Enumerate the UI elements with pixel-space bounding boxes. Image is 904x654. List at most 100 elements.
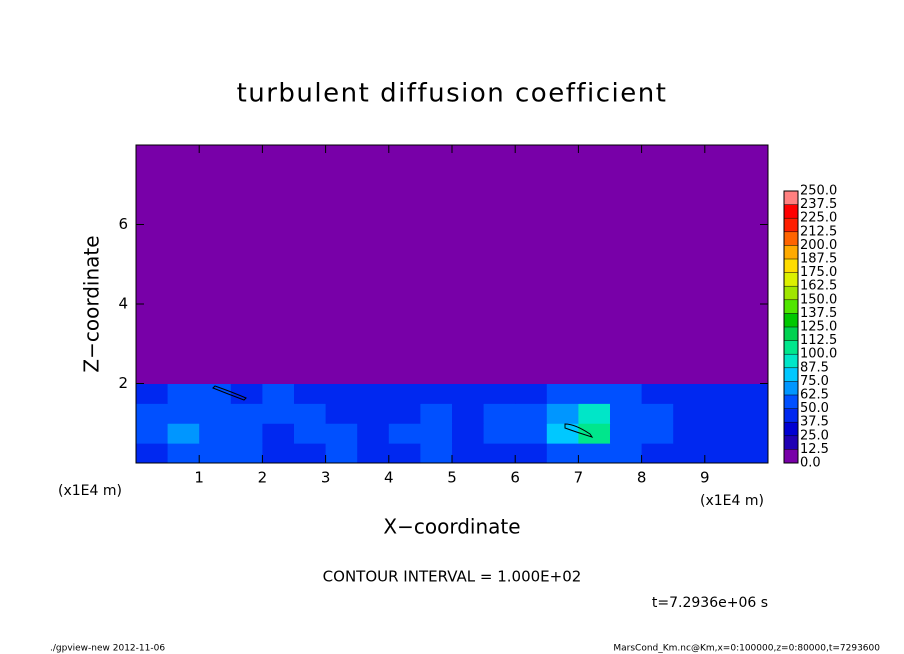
colorbar-label: 187.5 (800, 252, 837, 267)
colorbar-label: 62.5 (800, 388, 829, 403)
cell (578, 443, 611, 464)
colorbar-label: 25.0 (800, 428, 829, 443)
colorbar-label: 212.5 (800, 224, 837, 239)
cell (230, 145, 263, 384)
cell (325, 145, 358, 384)
cell (167, 443, 200, 464)
cell (167, 423, 200, 444)
x-tick-label: 6 (510, 469, 520, 487)
cell (704, 145, 737, 384)
colorbar-label: 237.5 (800, 197, 837, 212)
cell (199, 403, 232, 424)
cell (704, 383, 737, 404)
cell (136, 145, 169, 384)
cell (294, 403, 327, 424)
colorbar-band (784, 408, 798, 423)
colorbar-label: 125.0 (800, 320, 837, 335)
x-tick-label: 7 (574, 469, 584, 487)
cell (230, 443, 263, 464)
cell (230, 403, 263, 424)
cell (515, 403, 548, 424)
x-tick-label: 8 (637, 469, 647, 487)
cell (673, 423, 706, 444)
cell (357, 383, 390, 404)
cell (546, 383, 579, 404)
time-note: t=7.2936e+06 s (652, 595, 768, 611)
x-tick-label: 3 (321, 469, 331, 487)
cell (420, 423, 453, 444)
colorbar-label: 100.0 (800, 347, 837, 362)
cell (673, 383, 706, 404)
colorbar-label: 150.0 (800, 292, 837, 307)
cell (610, 383, 643, 404)
colorbar-band (784, 354, 798, 368)
y-axis-label: Z−coordinate (80, 235, 104, 372)
cell (546, 423, 579, 444)
cell (736, 423, 769, 444)
cell (420, 145, 453, 384)
cell (515, 383, 548, 404)
cell (136, 423, 169, 444)
cell (610, 443, 643, 464)
cell (452, 383, 485, 404)
cell (546, 145, 579, 384)
cell (515, 443, 548, 464)
footer-right: MarsCond_Km.nc@Km,x=0:100000,z=0:80000,t… (613, 644, 880, 654)
cell (641, 403, 674, 424)
cell (641, 145, 674, 384)
cell (136, 383, 169, 404)
colorbar-band (784, 435, 798, 450)
y-tick-label: 2 (118, 374, 128, 392)
cell (262, 383, 295, 404)
cell (325, 383, 358, 404)
cell (483, 383, 516, 404)
cell (325, 443, 358, 464)
colorbar-band (784, 340, 798, 355)
colorbar-band (784, 231, 798, 246)
cell (736, 443, 769, 464)
colorbar-band (784, 367, 798, 382)
cell (294, 145, 327, 384)
cell (673, 443, 706, 464)
cell (420, 383, 453, 404)
cell (230, 423, 263, 444)
cell (388, 403, 421, 424)
cell (357, 403, 390, 424)
cell (294, 443, 327, 464)
colorbar-band (784, 218, 798, 232)
cell (357, 145, 390, 384)
colorbar-band (784, 204, 798, 219)
y-unit: (x1E4 m) (58, 483, 122, 499)
cell (483, 423, 516, 444)
colorbar-band (784, 381, 798, 395)
cell (262, 443, 295, 464)
cell (452, 423, 485, 444)
cell (673, 403, 706, 424)
colorbar-label: 162.5 (800, 279, 837, 294)
contour-line (212, 385, 247, 401)
cell (641, 423, 674, 444)
cell (325, 403, 358, 424)
cell (578, 145, 611, 384)
colorbar-band (784, 422, 798, 436)
cell (136, 443, 169, 464)
chart-title: turbulent diffusion coefficient (237, 79, 668, 109)
y-tick-label: 4 (118, 295, 128, 313)
cell (388, 383, 421, 404)
cell (357, 443, 390, 464)
footer-left: ./gpview-new 2012-11-06 (50, 644, 165, 654)
cell (420, 443, 453, 464)
cell (230, 383, 263, 404)
cell (452, 145, 485, 384)
colorbar-band (784, 259, 798, 273)
colorbar-label: 0.0 (800, 456, 821, 471)
cell (388, 423, 421, 444)
colorbar-label: 112.5 (800, 333, 837, 348)
cell (704, 403, 737, 424)
cell (262, 423, 295, 444)
cell (483, 403, 516, 424)
cell (388, 145, 421, 384)
colorbar-label: 75.0 (800, 374, 829, 389)
cell (704, 423, 737, 444)
